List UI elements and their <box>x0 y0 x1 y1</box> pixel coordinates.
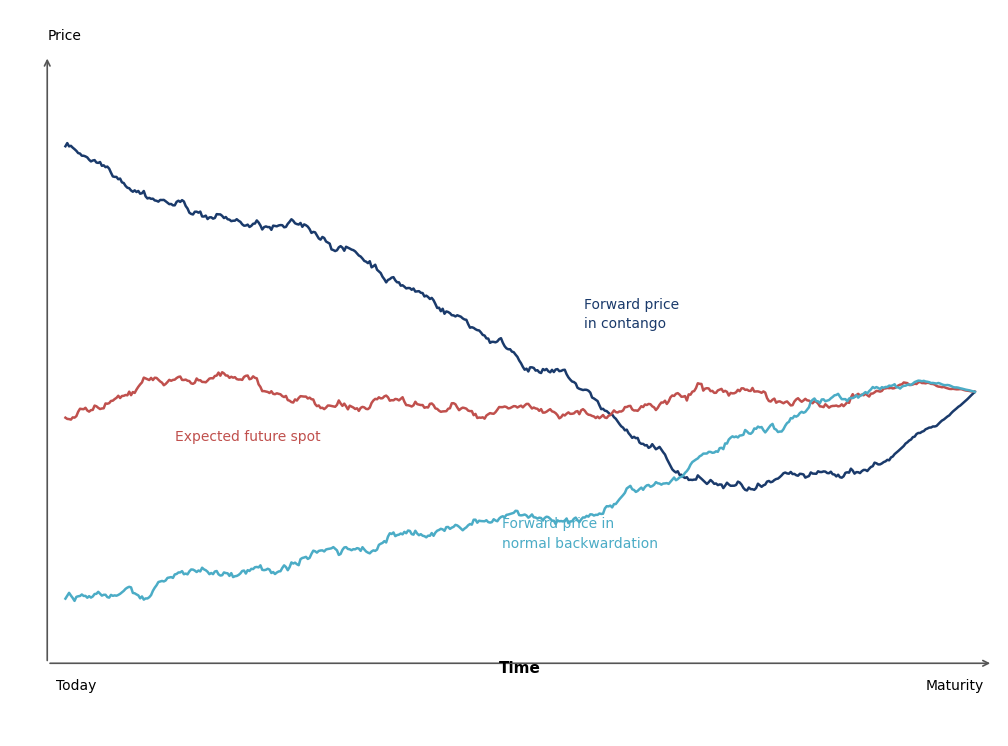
Text: Time: Time <box>499 662 541 677</box>
Text: Forward price in
normal backwardation: Forward price in normal backwardation <box>502 517 658 551</box>
Text: Expected future spot: Expected future spot <box>174 430 321 444</box>
Text: Price: Price <box>47 29 81 43</box>
Text: Today: Today <box>56 680 97 694</box>
Text: Forward price
in contango: Forward price in contango <box>584 298 679 331</box>
Text: Maturity: Maturity <box>925 680 984 694</box>
